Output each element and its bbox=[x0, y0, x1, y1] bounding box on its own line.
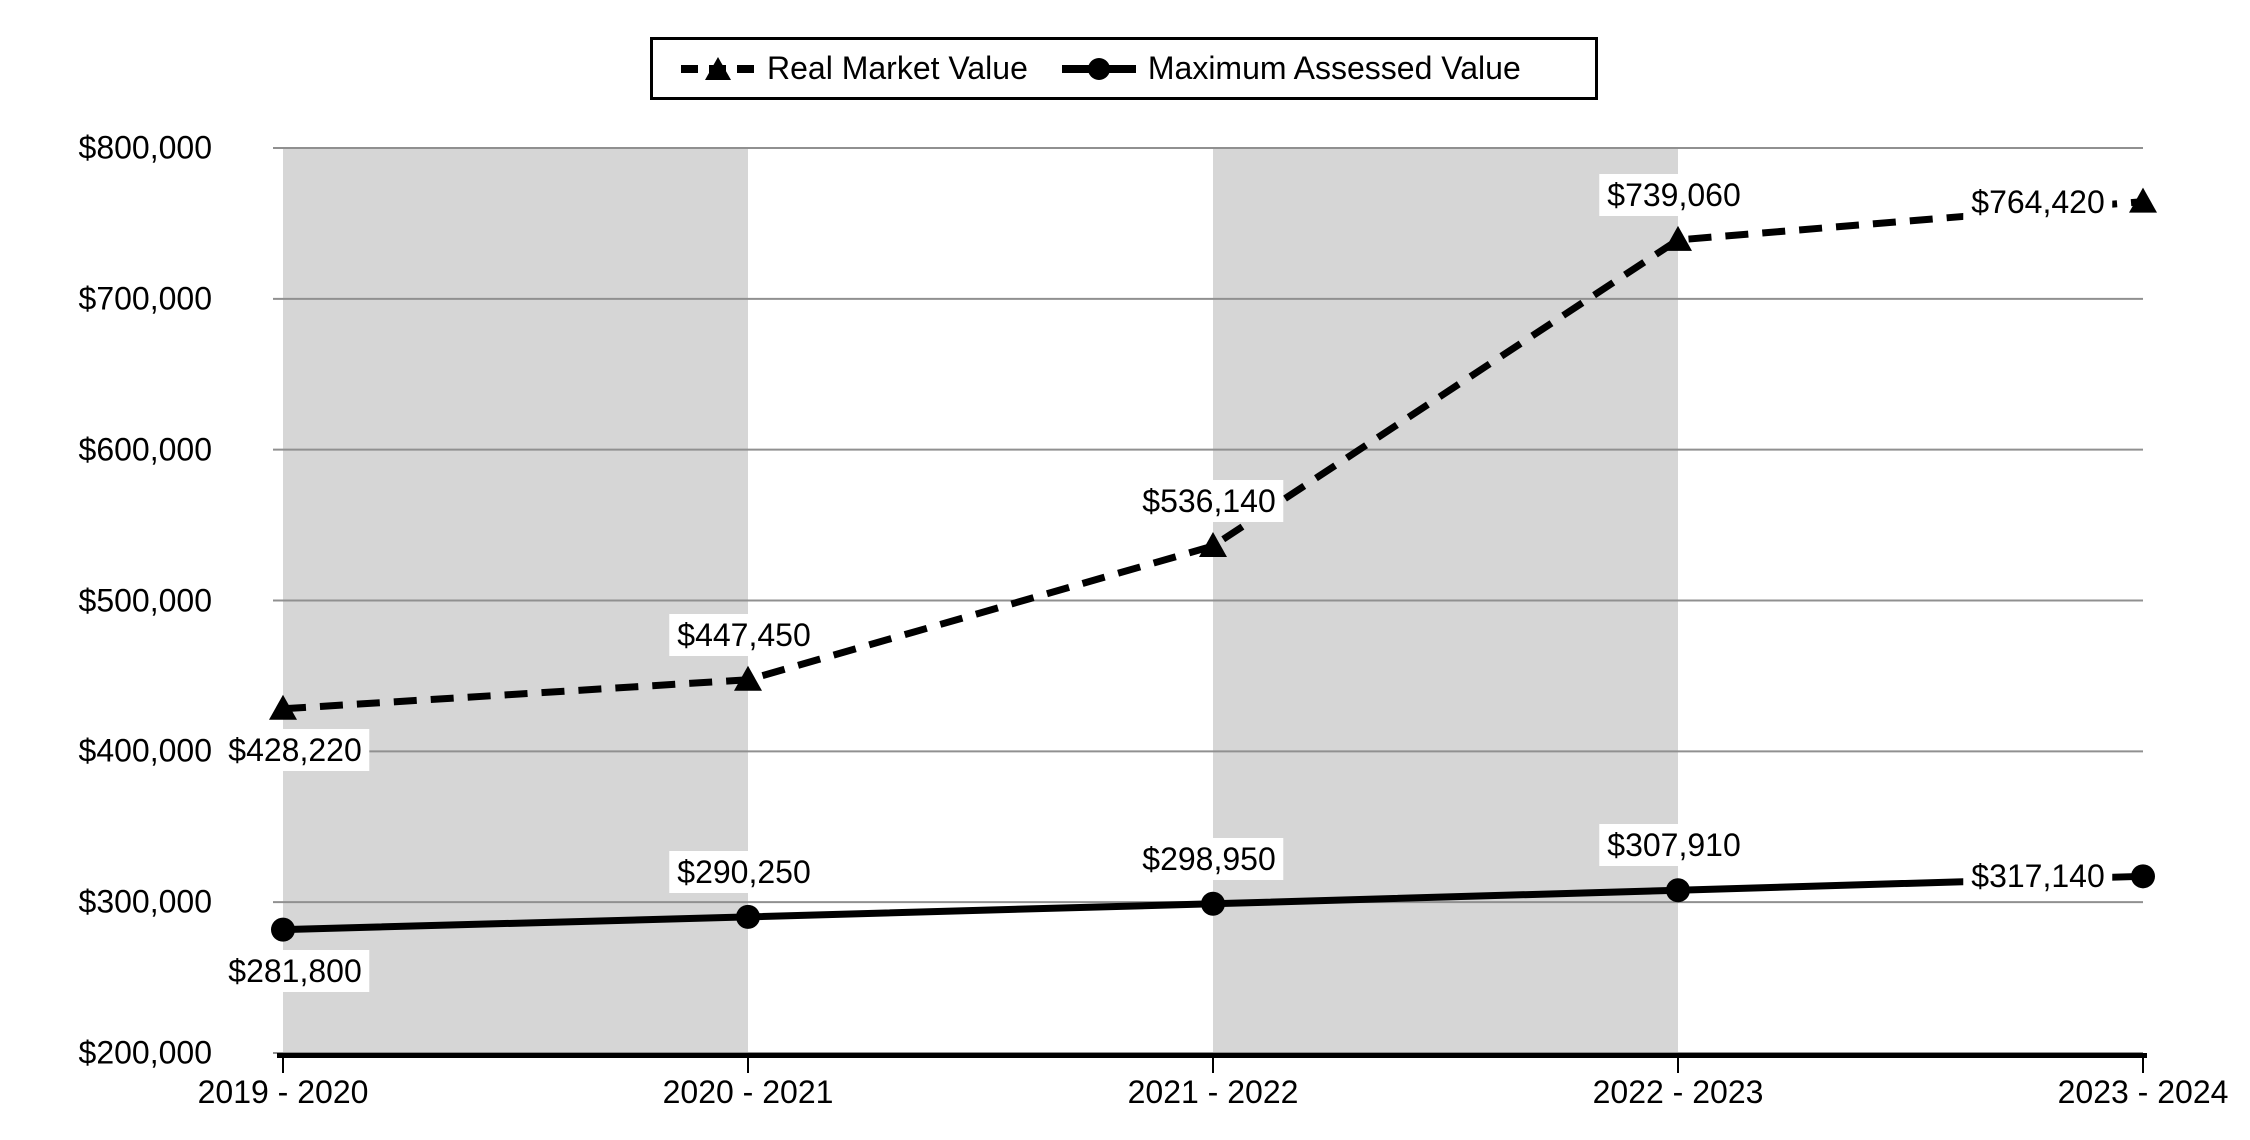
triangle-marker bbox=[1199, 531, 1227, 557]
x-axis-line bbox=[277, 1053, 2147, 1058]
legend-item-maximum-assessed-value: Maximum Assessed Value bbox=[1061, 50, 1521, 87]
triangle-marker bbox=[269, 694, 297, 720]
solid-line-circle-marker-icon bbox=[1061, 57, 1136, 80]
triangle-marker bbox=[2129, 187, 2157, 213]
triangle-marker bbox=[734, 665, 762, 691]
circle-marker bbox=[1201, 891, 1225, 916]
legend: Real Market Value Maximum Assessed Value bbox=[650, 37, 1598, 100]
circle-marker bbox=[271, 917, 295, 942]
legend-item-real-market-value: Real Market Value bbox=[681, 50, 1028, 87]
circle-marker bbox=[1666, 878, 1690, 903]
series-line-dashed bbox=[282, 198, 2144, 713]
legend-label-real-market-value: Real Market Value bbox=[767, 50, 1028, 86]
legend-label-maximum-assessed-value: Maximum Assessed Value bbox=[1147, 50, 1521, 86]
triangle-marker bbox=[1664, 225, 1692, 251]
circle-marker bbox=[736, 904, 760, 929]
circle-marker bbox=[2131, 864, 2155, 889]
dashed-line-triangle-marker-icon bbox=[681, 56, 755, 80]
